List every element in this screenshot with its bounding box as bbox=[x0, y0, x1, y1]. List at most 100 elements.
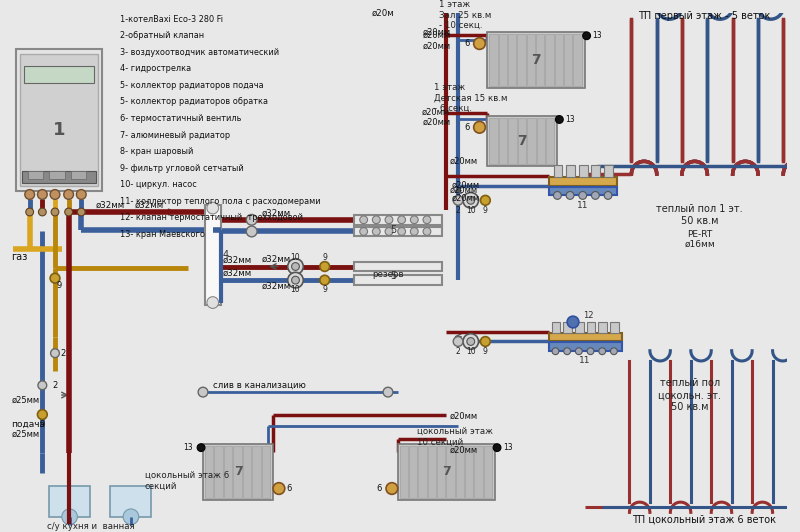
Bar bbox=[498, 34, 507, 86]
Bar bbox=[398, 444, 495, 500]
Text: ø25мм: ø25мм bbox=[11, 429, 39, 438]
Text: ø20мм: ø20мм bbox=[451, 194, 479, 203]
Text: ø20мм: ø20мм bbox=[423, 118, 451, 127]
Circle shape bbox=[423, 216, 431, 223]
Circle shape bbox=[385, 228, 393, 235]
Text: 6- термостатичный вентиль: 6- термостатичный вентиль bbox=[120, 114, 242, 123]
Text: 9: 9 bbox=[322, 285, 327, 294]
Text: слив в канализацию: слив в канализацию bbox=[213, 381, 306, 390]
Text: 4: 4 bbox=[222, 251, 229, 260]
Text: 11: 11 bbox=[577, 201, 589, 210]
Bar bbox=[409, 446, 418, 498]
Text: 5- коллектор радиаторов подача: 5- коллектор радиаторов подача bbox=[120, 81, 264, 90]
Text: 6: 6 bbox=[465, 39, 470, 48]
Circle shape bbox=[564, 348, 570, 355]
Bar bbox=[20, 54, 98, 186]
Circle shape bbox=[207, 297, 218, 309]
Circle shape bbox=[50, 349, 59, 358]
Text: ø32мм: ø32мм bbox=[222, 269, 252, 278]
Circle shape bbox=[320, 275, 330, 285]
Circle shape bbox=[454, 195, 463, 205]
Bar bbox=[604, 165, 613, 177]
Text: ø20мм: ø20мм bbox=[450, 186, 478, 195]
Bar bbox=[214, 446, 223, 498]
Bar bbox=[508, 34, 516, 86]
Bar bbox=[591, 165, 600, 177]
Circle shape bbox=[207, 202, 218, 214]
Circle shape bbox=[288, 259, 303, 275]
Bar bbox=[549, 177, 617, 186]
Text: 13: 13 bbox=[593, 31, 602, 40]
Circle shape bbox=[467, 196, 474, 204]
Bar bbox=[24, 66, 94, 84]
Circle shape bbox=[320, 262, 330, 271]
Circle shape bbox=[567, 316, 579, 328]
Text: 8- кран шаровый: 8- кран шаровый bbox=[120, 147, 194, 156]
Text: 9: 9 bbox=[483, 347, 488, 356]
Bar bbox=[526, 34, 535, 86]
Circle shape bbox=[554, 192, 562, 200]
Bar bbox=[203, 444, 273, 500]
Bar bbox=[554, 34, 563, 86]
Circle shape bbox=[481, 337, 490, 346]
Bar bbox=[518, 34, 526, 86]
Text: теплый пол 1 эт.
50 кв.м: теплый пол 1 эт. 50 кв.м bbox=[656, 204, 743, 226]
Text: PE-RT
ø16мм: PE-RT ø16мм bbox=[684, 229, 715, 249]
Text: 12: 12 bbox=[582, 311, 594, 320]
Circle shape bbox=[246, 214, 257, 225]
Text: 7- алюминевый радиатор: 7- алюминевый радиатор bbox=[120, 130, 230, 139]
Text: ø32мм: ø32мм bbox=[262, 281, 290, 290]
Bar bbox=[554, 165, 562, 177]
Bar bbox=[28, 171, 43, 179]
Text: ø25мм: ø25мм bbox=[11, 395, 39, 404]
Text: 13: 13 bbox=[184, 443, 194, 452]
Bar bbox=[418, 446, 426, 498]
Text: теплый пол
цокольн. эт.
50 кв.м: теплый пол цокольн. эт. 50 кв.м bbox=[658, 378, 722, 412]
Circle shape bbox=[198, 387, 208, 397]
Bar bbox=[487, 32, 585, 88]
Circle shape bbox=[423, 228, 431, 235]
Text: с/у кухня и  ванная: с/у кухня и ванная bbox=[47, 522, 135, 531]
Text: 6: 6 bbox=[286, 484, 292, 493]
Bar bbox=[446, 446, 454, 498]
Circle shape bbox=[410, 216, 418, 223]
Bar bbox=[22, 171, 96, 183]
Circle shape bbox=[50, 189, 60, 200]
Circle shape bbox=[598, 348, 606, 355]
Text: 4- гидрострелка: 4- гидрострелка bbox=[120, 64, 191, 73]
Text: ТП цокольный этаж 6 веток: ТП цокольный этаж 6 веток bbox=[633, 514, 777, 525]
Bar bbox=[487, 115, 558, 166]
Text: 1 этаж
Детская 15 кв.м
- 6 секц.: 1 этаж Детская 15 кв.м - 6 секц. bbox=[434, 83, 507, 113]
Circle shape bbox=[38, 189, 47, 200]
Circle shape bbox=[463, 193, 478, 208]
Text: 10: 10 bbox=[466, 205, 475, 214]
Text: 6: 6 bbox=[465, 123, 470, 132]
Bar bbox=[224, 446, 232, 498]
Text: 12- клапан термостатичный  трехходовой: 12- клапан термостатичный трехходовой bbox=[120, 213, 303, 222]
Circle shape bbox=[38, 381, 46, 389]
Text: ø32мм: ø32мм bbox=[135, 201, 164, 210]
Bar bbox=[354, 227, 442, 236]
Bar bbox=[474, 446, 483, 498]
Bar bbox=[400, 446, 408, 498]
Bar bbox=[354, 262, 442, 271]
Circle shape bbox=[582, 32, 590, 40]
Text: 1 этаж
Зал 25 кв.м
- 10 секц.: 1 этаж Зал 25 кв.м - 10 секц. bbox=[438, 1, 491, 30]
Text: ø32мм: ø32мм bbox=[96, 201, 125, 210]
Bar bbox=[252, 446, 261, 498]
Text: 9: 9 bbox=[57, 281, 62, 290]
Circle shape bbox=[454, 337, 463, 346]
Text: 7: 7 bbox=[531, 53, 541, 67]
Circle shape bbox=[474, 121, 486, 133]
Text: 7: 7 bbox=[442, 466, 450, 478]
Bar bbox=[354, 215, 442, 225]
Text: ø20м: ø20м bbox=[372, 9, 394, 18]
Bar bbox=[437, 446, 446, 498]
Bar bbox=[49, 171, 65, 179]
Text: 7: 7 bbox=[518, 134, 527, 148]
Text: резерв: резерв bbox=[372, 270, 404, 279]
Text: 11: 11 bbox=[579, 356, 590, 365]
Bar bbox=[579, 165, 587, 177]
Text: ø20мм: ø20мм bbox=[422, 108, 450, 117]
Text: 9: 9 bbox=[483, 205, 488, 214]
